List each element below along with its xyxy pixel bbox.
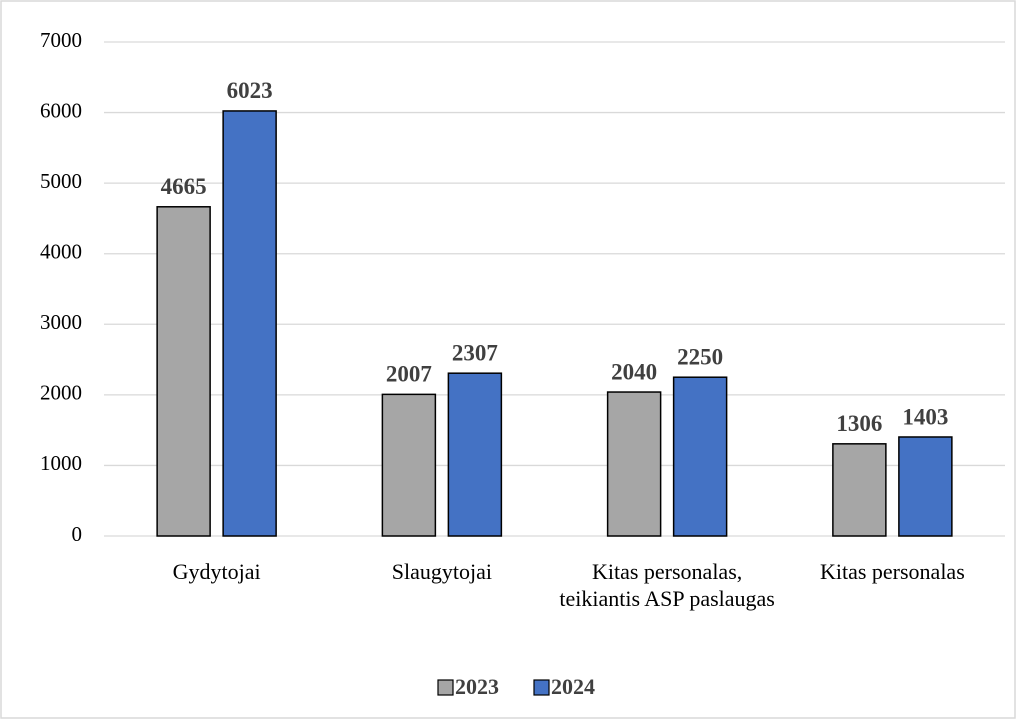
y-tick-label: 4000: [40, 240, 82, 264]
x-tick-label: Gydytojai: [172, 559, 261, 584]
legend-label: 2024: [551, 674, 595, 699]
y-tick-label: 1000: [40, 451, 82, 475]
data-label: 2007: [386, 362, 432, 387]
legend-swatch: [437, 679, 454, 696]
y-tick-label: 3000: [40, 310, 82, 334]
bar: [447, 372, 503, 537]
y-tick-label: 5000: [40, 169, 82, 193]
bar: [672, 376, 728, 537]
x-tick-label: Slaugytojai: [391, 559, 492, 584]
bar: [381, 393, 437, 537]
data-label: 6023: [227, 78, 273, 103]
x-tick-label: Kitas personalas, teikiantis ASP paslaug…: [559, 559, 775, 611]
y-tick-label: 6000: [40, 98, 82, 122]
y-tick-label: 7000: [40, 28, 82, 52]
data-label: 1403: [902, 404, 948, 429]
bar: [222, 110, 277, 537]
legend-label: 2023: [455, 674, 499, 699]
data-label: 1306: [836, 411, 882, 436]
y-tick-label: 0: [72, 522, 83, 546]
data-label: 2250: [677, 344, 723, 369]
data-label: 2040: [611, 359, 657, 384]
data-label: 2307: [452, 340, 498, 365]
bar: [898, 436, 953, 537]
bar: [156, 206, 211, 537]
bar: [832, 443, 887, 537]
legend-swatch: [533, 679, 550, 696]
x-tick-label: Kitas personalas: [819, 559, 965, 584]
y-tick-label: 2000: [40, 381, 82, 405]
bar: [606, 391, 662, 537]
data-label: 4665: [161, 174, 207, 199]
